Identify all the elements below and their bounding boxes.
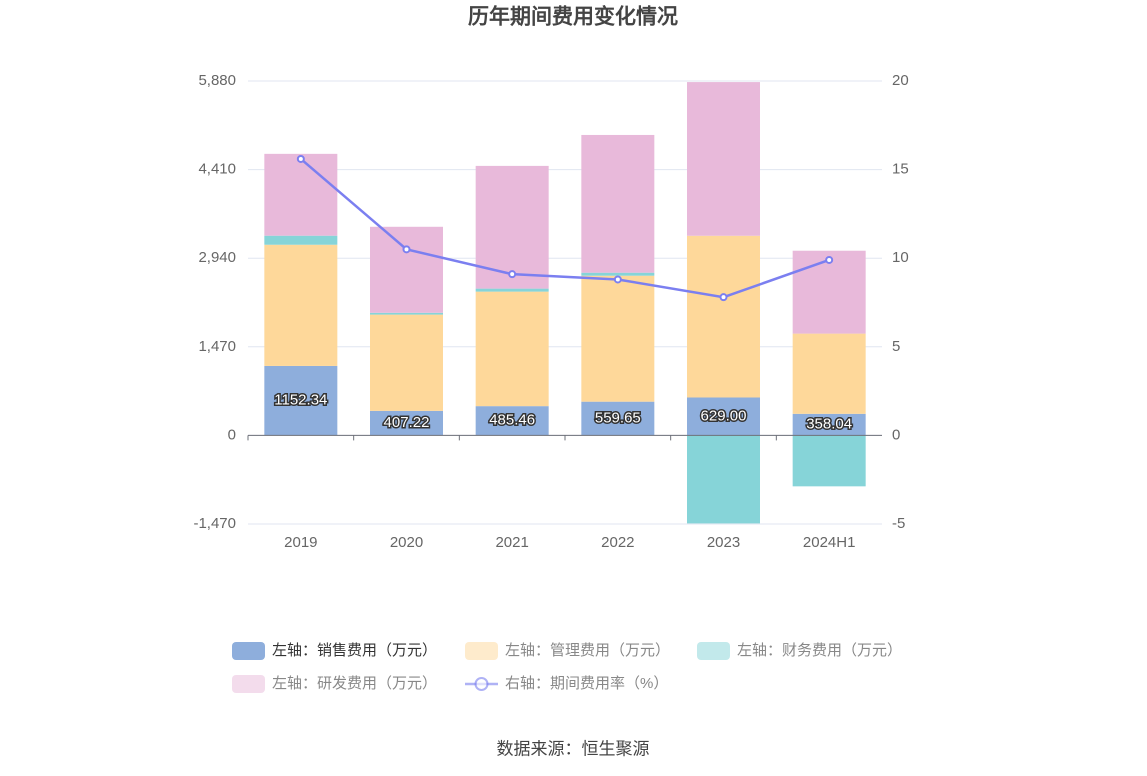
bar [581, 275, 655, 402]
data-label: 358.04 [806, 416, 852, 433]
y2-tick-label: 5 [892, 338, 900, 355]
y2-tick-label: 10 [892, 249, 909, 266]
legend-swatch [474, 677, 489, 691]
source: 数据来源：恒生聚源 [497, 739, 650, 758]
y-tick-label: 2,940 [198, 249, 236, 266]
data-label: 485.46 [489, 412, 535, 429]
bar [792, 413, 866, 436]
x-tick-label: 2021 [495, 534, 528, 551]
y2-tick-label: 20 [892, 72, 909, 89]
bar [264, 244, 338, 366]
point [719, 293, 728, 302]
bar [370, 226, 443, 313]
legend-label: 左轴：财务费用（万元） [737, 642, 902, 659]
x-tick-label: 2022 [601, 534, 634, 551]
bar [687, 435, 760, 524]
legend-swatch [697, 642, 730, 660]
chart-title: 历年期间费用变化情况 [468, 5, 678, 29]
bar [581, 401, 655, 436]
legend-label: 左轴：管理费用（万元） [505, 642, 670, 659]
bar [370, 410, 443, 436]
legend-label: 右轴：期间费用率（%） [505, 675, 668, 692]
bar [687, 235, 760, 398]
y-tick-label: 0 [228, 426, 236, 443]
y2-tick-label: -5 [892, 515, 905, 532]
data-label: 1152.34 [274, 392, 327, 409]
legend-swatch [232, 642, 265, 660]
point [296, 154, 305, 163]
x-tick-label: 2019 [284, 534, 317, 551]
bar [264, 365, 338, 436]
point [825, 255, 834, 264]
bar [370, 312, 443, 315]
point [508, 270, 517, 279]
y2-tick-label: 15 [892, 161, 909, 178]
point [402, 245, 411, 254]
y2-tick-label: 0 [892, 426, 900, 443]
data-label: 559.65 [595, 410, 641, 427]
y-tick-label: -1,470 [193, 515, 236, 532]
y-tick-label: 5,880 [198, 72, 236, 89]
bar [370, 314, 443, 411]
bar [475, 406, 549, 436]
bar [264, 153, 338, 236]
point [613, 275, 622, 284]
y-tick-label: 1,470 [198, 338, 236, 355]
x-tick-label: 2023 [707, 534, 740, 551]
bar [475, 288, 549, 292]
bar [792, 435, 866, 487]
data-label: 629.00 [701, 407, 747, 424]
bar [792, 333, 866, 414]
bar [264, 235, 338, 245]
bar [687, 397, 760, 436]
bar [581, 272, 655, 276]
bar [792, 250, 866, 334]
y-tick-label: 4,410 [198, 161, 236, 178]
legend-swatch [232, 675, 265, 693]
legend-label: 左轴：研发费用（万元） [272, 675, 437, 692]
bar [475, 291, 549, 407]
bar [581, 134, 655, 273]
line [300, 158, 830, 299]
legend-swatch [465, 642, 498, 660]
x-tick-label: 2020 [390, 534, 423, 551]
legend-label: 左轴：销售费用（万元） [272, 642, 437, 659]
x-tick-label: 2024H1 [803, 534, 856, 551]
data-label: 407.22 [384, 414, 430, 431]
bar [687, 82, 760, 236]
